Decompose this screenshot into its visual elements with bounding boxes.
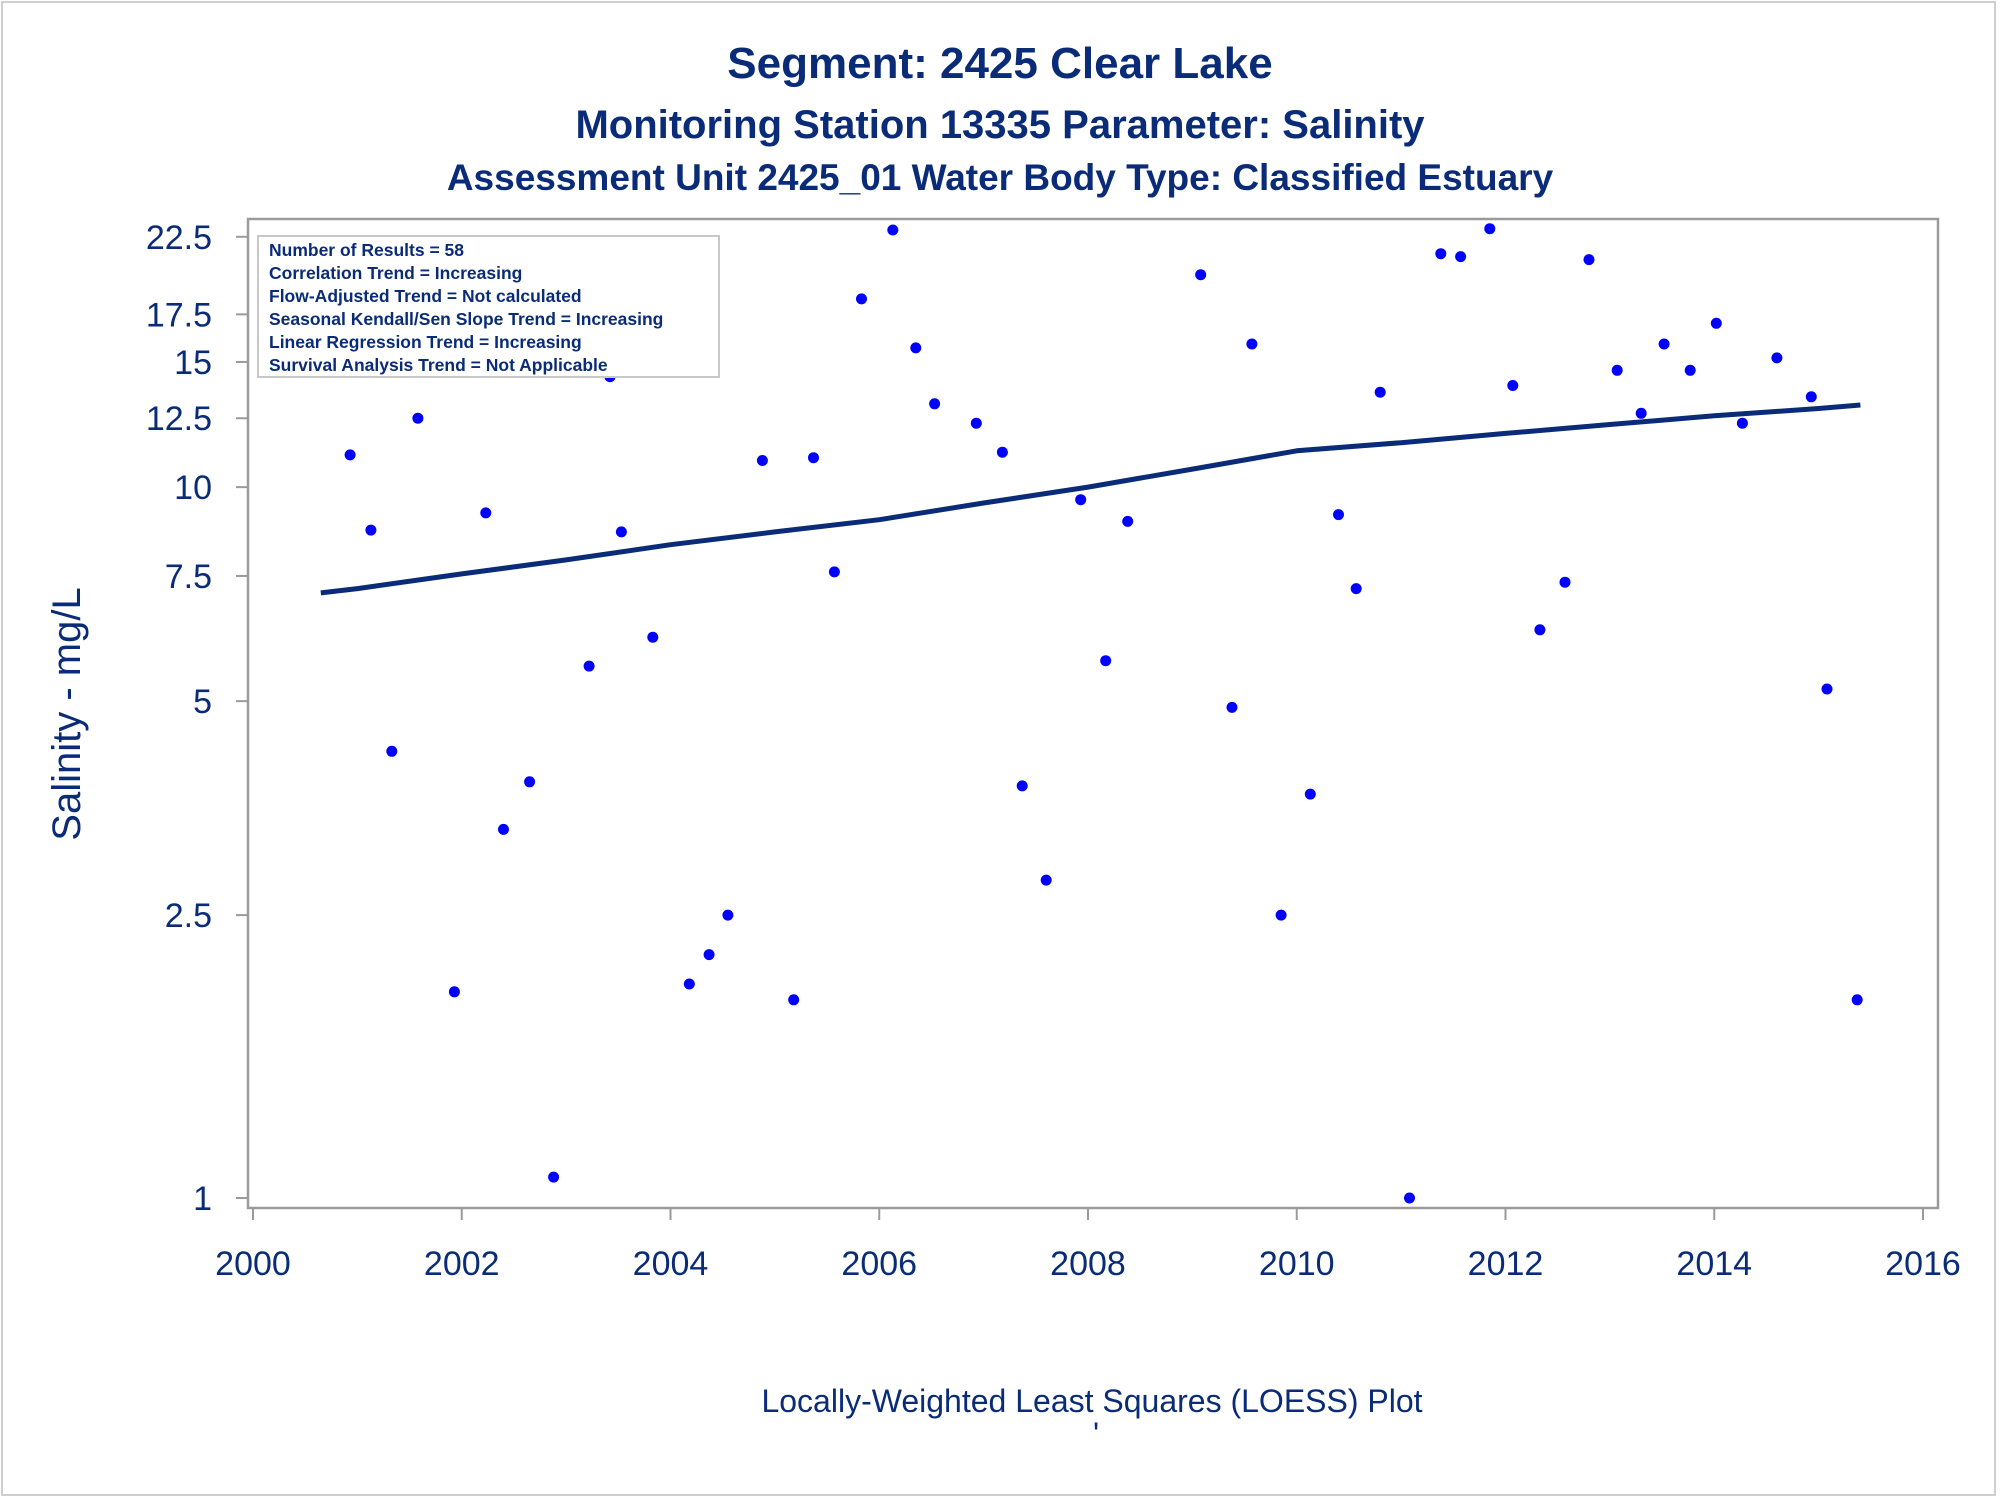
stats-inset-line: Number of Results = 58	[269, 240, 464, 260]
y-tick-label: 17.5	[146, 296, 212, 334]
data-point	[1821, 683, 1833, 695]
data-point	[1805, 391, 1817, 403]
stats-inset-line: Seasonal Kendall/Sen Slope Trend = Incre…	[269, 309, 663, 329]
x-tick-label: 2002	[424, 1245, 500, 1283]
data-point	[1559, 576, 1571, 588]
y-tick-label: 2.5	[165, 897, 212, 935]
y-tick-label: 22.5	[146, 219, 212, 257]
y-tick-label: 5	[193, 683, 212, 721]
data-point	[1771, 352, 1783, 364]
data-point	[365, 524, 377, 536]
x-tick-label: 2008	[1050, 1245, 1126, 1283]
data-point	[548, 1171, 560, 1183]
data-point	[1040, 874, 1052, 886]
data-point	[788, 994, 800, 1006]
stats-inset-line: Linear Regression Trend = Increasing	[269, 332, 582, 352]
data-point	[1684, 364, 1696, 376]
data-point	[1635, 407, 1647, 419]
data-point	[856, 293, 867, 305]
data-point	[1455, 251, 1467, 263]
data-point	[1075, 494, 1087, 506]
data-point	[887, 224, 899, 236]
footnote-mark: '	[1093, 1416, 1099, 1452]
x-tick-label: 2010	[1259, 1245, 1335, 1283]
data-point	[828, 566, 840, 578]
data-point	[1658, 338, 1670, 350]
data-point	[808, 452, 819, 464]
stats-inset-line: Correlation Trend = Increasing	[269, 263, 522, 283]
y-tick-label: 15	[174, 344, 212, 382]
x-tick-label: 2006	[841, 1245, 917, 1283]
stats-inset-line: Survival Analysis Trend = Not Applicable	[269, 355, 608, 375]
data-point	[1484, 223, 1496, 235]
stats-inset-line: Flow-Adjusted Trend = Not calculated	[269, 286, 582, 306]
data-point	[1736, 417, 1748, 429]
data-point	[1374, 386, 1386, 398]
data-point	[344, 449, 356, 461]
chart-subtitle-2: Assessment Unit 2425_01 Water Body Type:…	[447, 157, 1554, 198]
chart-title: Segment: 2425 Clear Lake	[727, 39, 1272, 88]
stats-inset-box	[257, 235, 720, 378]
data-point	[1583, 254, 1595, 266]
axes: 2000 2002 2004 2006 2008 2010 2012 2014 201612.5…	[146, 219, 1961, 1283]
data-point	[1304, 788, 1316, 800]
data-point	[1100, 655, 1112, 667]
x-tick-label: 2016	[1885, 1245, 1961, 1283]
data-point	[524, 776, 536, 788]
data-point	[703, 949, 715, 961]
data-point	[1246, 338, 1258, 350]
data-point	[1122, 515, 1134, 527]
data-point	[683, 978, 695, 990]
data-point	[756, 455, 768, 466]
footnote: Locally-Weighted Least Squares (LOESS) P…	[761, 1383, 1422, 1419]
x-tick-label: 2000	[215, 1245, 291, 1283]
data-point	[1404, 1192, 1415, 1204]
y-axis-label: Salinity - mg/L	[45, 587, 89, 840]
loess-line	[320, 402, 1861, 596]
data-point	[412, 412, 424, 424]
data-point	[1534, 624, 1546, 636]
data-point	[970, 417, 982, 429]
data-point	[1016, 780, 1028, 792]
data-point	[1611, 364, 1623, 376]
data-point	[1195, 269, 1207, 281]
points-layer	[315, 223, 1863, 1204]
data-point	[1333, 509, 1344, 521]
y-tick-label: 1	[193, 1180, 212, 1218]
x-tick-label: 2012	[1468, 1245, 1544, 1283]
loess-layer	[320, 402, 1861, 596]
data-point	[1350, 583, 1362, 595]
data-point	[480, 507, 492, 519]
data-point	[996, 446, 1008, 458]
chart-subtitle: Monitoring Station 13335 Parameter: Sali…	[575, 103, 1425, 147]
data-point	[615, 526, 627, 538]
stats-inset: Number of Results = 58 Correlation Trend …	[257, 235, 720, 378]
x-tick-label: 2014	[1676, 1245, 1752, 1283]
data-point	[929, 398, 941, 410]
data-point	[386, 745, 398, 757]
data-point	[910, 342, 922, 354]
data-point	[1851, 994, 1863, 1006]
data-point	[722, 909, 734, 921]
y-tick-label: 10	[174, 469, 212, 507]
y-tick-label: 12.5	[146, 400, 212, 438]
data-point	[1710, 317, 1722, 329]
data-point	[583, 660, 595, 672]
data-point	[1435, 248, 1447, 260]
data-point	[448, 986, 460, 998]
data-point	[1275, 909, 1287, 921]
data-point	[1507, 380, 1519, 391]
data-point	[1226, 701, 1238, 713]
x-tick-label: 2004	[633, 1245, 709, 1283]
data-point	[498, 823, 509, 835]
data-point	[647, 631, 659, 643]
y-tick-label: 7.5	[165, 558, 212, 596]
